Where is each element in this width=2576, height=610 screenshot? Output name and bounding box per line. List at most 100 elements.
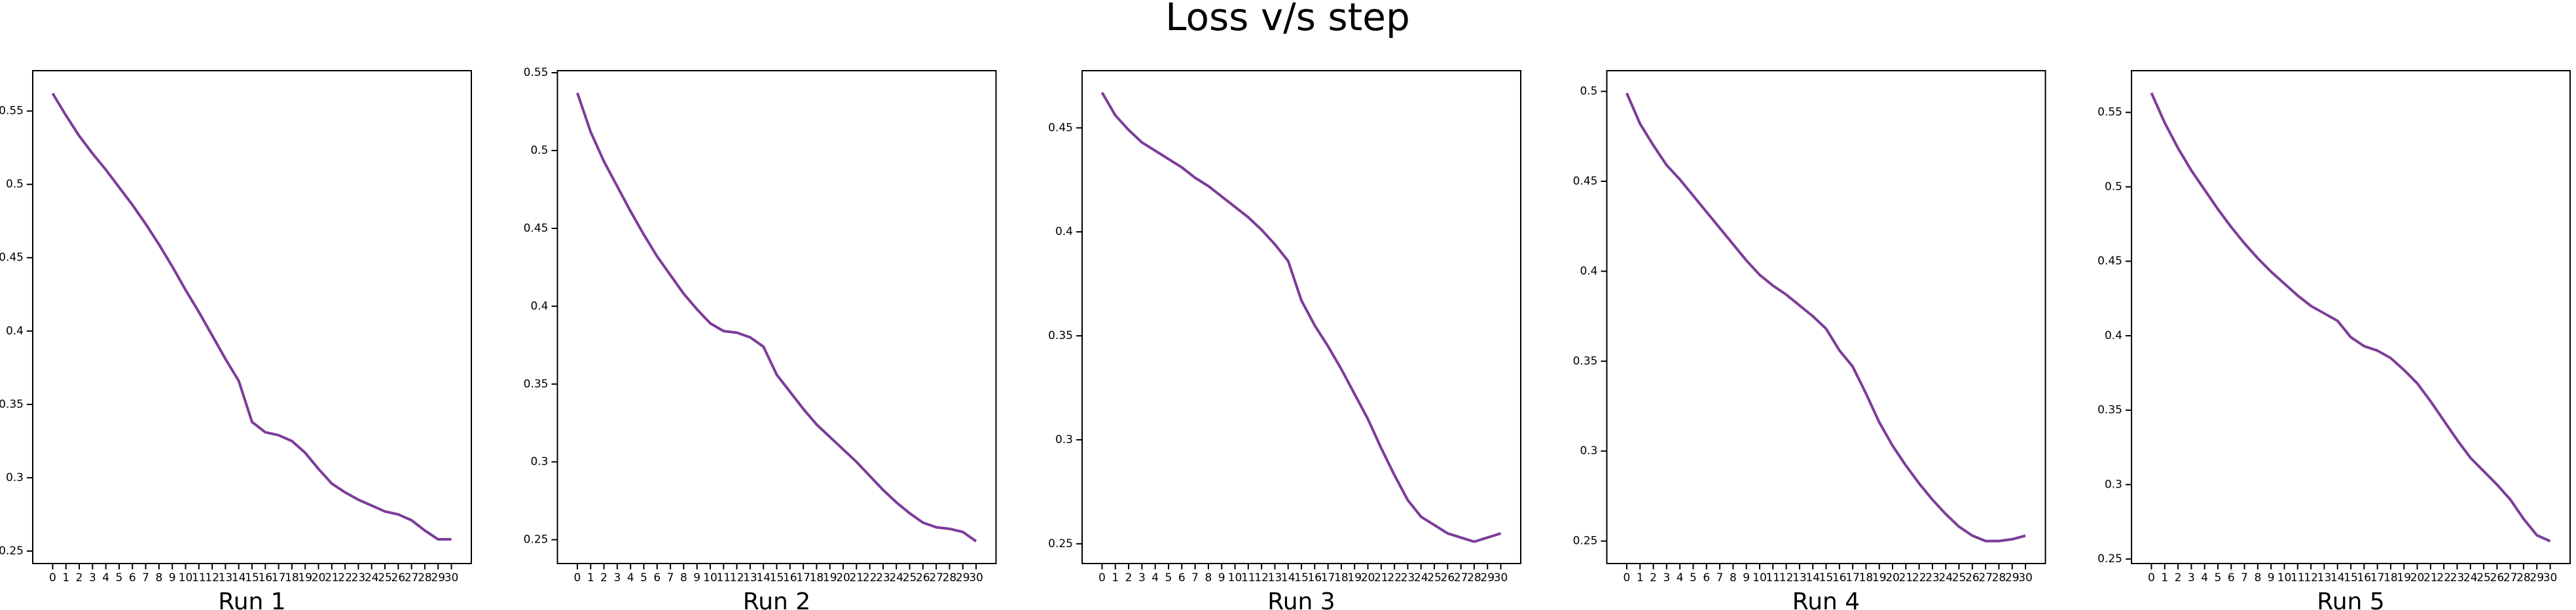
x-tick-label: 3 bbox=[1138, 571, 1146, 584]
x-tick-label: 3 bbox=[613, 571, 621, 584]
x-tick-label: 19 bbox=[2397, 571, 2411, 584]
x-tick-label: 16 bbox=[2357, 571, 2371, 584]
x-tick-label: 0 bbox=[2148, 571, 2155, 584]
x-tick-label: 22 bbox=[2437, 571, 2451, 584]
x-tick-label: 23 bbox=[1401, 571, 1415, 584]
x-tick-label: 13 bbox=[1792, 571, 1807, 584]
x-tick-label: 20 bbox=[312, 571, 326, 584]
axes-frame bbox=[1606, 70, 2046, 564]
x-tick-label: 21 bbox=[849, 571, 863, 584]
x-tick-label: 12 bbox=[2304, 571, 2318, 584]
y-tick-label: 0.55 bbox=[524, 66, 549, 79]
x-tick-label: 25 bbox=[1952, 571, 1967, 584]
x-tick-label: 10 bbox=[703, 571, 717, 584]
x-tick-label: 2 bbox=[76, 571, 83, 584]
x-tick-label: 11 bbox=[1241, 571, 1256, 584]
x-tick-label: 9 bbox=[1743, 571, 1750, 584]
x-tick-label: 24 bbox=[1414, 571, 1428, 584]
x-tick-label: 24 bbox=[365, 571, 379, 584]
y-tick-label: 0.45 bbox=[524, 222, 549, 235]
y-tick-label: 0.35 bbox=[1573, 355, 1598, 368]
x-tick-label: 21 bbox=[2423, 571, 2438, 584]
x-tick-label: 2 bbox=[2175, 571, 2182, 584]
x-tick-label: 12 bbox=[730, 571, 744, 584]
x-tick-label: 19 bbox=[823, 571, 837, 584]
x-tick-label: 18 bbox=[1334, 571, 1349, 584]
y-tick-label: 0.55 bbox=[0, 105, 24, 118]
x-tick-label: 29 bbox=[2005, 571, 2020, 584]
x-tick-label: 18 bbox=[1859, 571, 1874, 584]
x-tick-label: 11 bbox=[2291, 571, 2305, 584]
x-axis-label: Run 1 bbox=[218, 588, 285, 610]
x-tick-label: 13 bbox=[2317, 571, 2332, 584]
y-tick-label: 0.4 bbox=[2105, 329, 2122, 342]
x-tick-label: 5 bbox=[116, 571, 123, 584]
x-tick-label: 30 bbox=[444, 571, 459, 584]
x-tick-label: 10 bbox=[1752, 571, 1767, 584]
x-tick-label: 19 bbox=[1347, 571, 1362, 584]
subplot: 0.250.30.350.40.450.50.550 1 2 3 4 5 6 7 8 9 10111… bbox=[0, 70, 472, 610]
x-tick-label: 1 bbox=[587, 571, 594, 584]
x-tick-label: 1 bbox=[1637, 571, 1644, 584]
x-tick-label: 5 bbox=[1690, 571, 1697, 584]
x-tick-label: 28 bbox=[1992, 571, 2006, 584]
x-tick-label: 19 bbox=[298, 571, 312, 584]
x-tick-label: 25 bbox=[903, 571, 917, 584]
x-tick-label: 8 bbox=[2254, 571, 2261, 584]
x-tick-label: 3 bbox=[1663, 571, 1670, 584]
y-tick-label: 0.45 bbox=[0, 251, 24, 264]
x-tick-label: 6 bbox=[1703, 571, 1710, 584]
x-tick-label: 11 bbox=[716, 571, 731, 584]
x-tick-label: 17 bbox=[2370, 571, 2385, 584]
x-tick-label: 30 bbox=[2543, 571, 2558, 584]
x-tick-label: 24 bbox=[2463, 571, 2478, 584]
y-tick-label: 0.3 bbox=[530, 456, 548, 469]
y-tick-label: 0.35 bbox=[0, 398, 24, 411]
x-tick-label: 14 bbox=[2331, 571, 2345, 584]
y-tick-label: 0.25 bbox=[1048, 537, 1073, 550]
x-tick-label: 26 bbox=[1965, 571, 1980, 584]
x-tick-label: 28 bbox=[943, 571, 957, 584]
y-tick-label: 0.3 bbox=[2105, 478, 2122, 491]
y-tick-label: 0.4 bbox=[530, 300, 548, 313]
x-tick-label: 1 bbox=[62, 571, 69, 584]
y-tick-label: 0.5 bbox=[530, 144, 548, 157]
x-tick-label: 26 bbox=[1441, 571, 1455, 584]
x-tick-label: 25 bbox=[1427, 571, 1442, 584]
y-tick-label: 0.25 bbox=[0, 545, 24, 558]
y-tick-label: 0.3 bbox=[1055, 433, 1073, 446]
x-tick-label: 12 bbox=[1254, 571, 1269, 584]
x-tick-label: 6 bbox=[653, 571, 661, 584]
x-tick-label: 2 bbox=[1650, 571, 1657, 584]
x-tick-label: 7 bbox=[667, 571, 674, 584]
x-tick-label: 17 bbox=[1321, 571, 1335, 584]
y-tick-label: 0.3 bbox=[6, 471, 24, 484]
loss-line bbox=[2150, 92, 2551, 543]
x-tick-label: 9 bbox=[1218, 571, 1225, 584]
x-tick-label: 28 bbox=[418, 571, 432, 584]
x-tick-label: 9 bbox=[169, 571, 176, 584]
x-tick-label: 14 bbox=[756, 571, 771, 584]
x-tick-label: 6 bbox=[1178, 571, 1186, 584]
loss-line bbox=[576, 92, 977, 543]
y-tick-label: 0.45 bbox=[2097, 255, 2122, 268]
y-tick-label: 0.4 bbox=[6, 325, 24, 338]
x-tick-label: 13 bbox=[743, 571, 757, 584]
y-tick-label: 0.4 bbox=[1580, 264, 1597, 278]
x-tick-label: 26 bbox=[916, 571, 930, 584]
x-tick-label: 1 bbox=[2161, 571, 2168, 584]
x-tick-label: 7 bbox=[142, 571, 149, 584]
y-tick-label: 0.35 bbox=[1048, 329, 1073, 342]
x-tick-label: 15 bbox=[1294, 571, 1309, 584]
axes-frame bbox=[32, 70, 472, 564]
x-tick-label: 5 bbox=[1165, 571, 1172, 584]
loss-line bbox=[1100, 92, 1502, 543]
y-tick-label: 0.35 bbox=[2097, 404, 2122, 417]
x-tick-label: 24 bbox=[1938, 571, 1953, 584]
x-tick-label: 30 bbox=[969, 571, 983, 584]
y-tick-label: 0.45 bbox=[1048, 121, 1073, 134]
x-tick-label: 29 bbox=[2530, 571, 2544, 584]
x-tick-label: 30 bbox=[1494, 571, 1508, 584]
x-tick-label: 13 bbox=[219, 571, 233, 584]
